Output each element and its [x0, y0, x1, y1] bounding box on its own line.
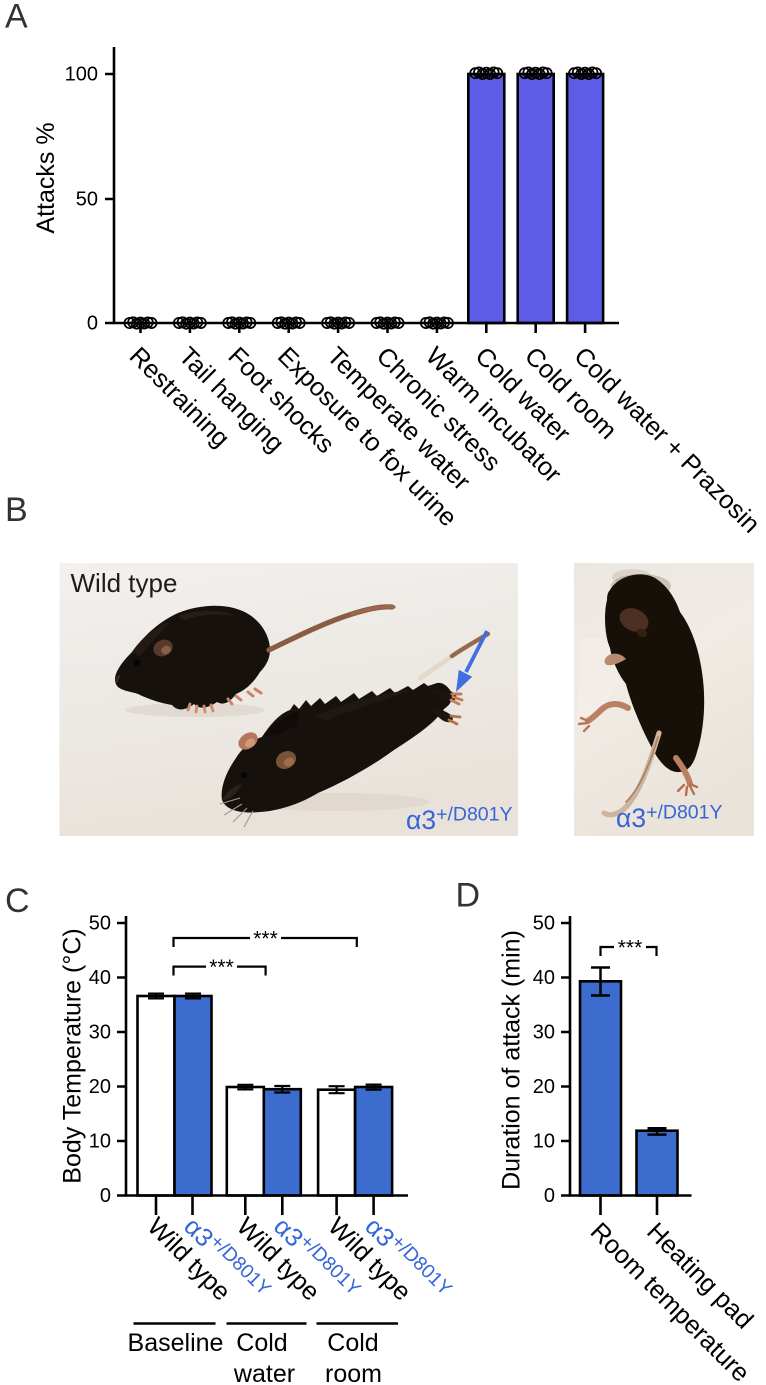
- svg-text:50: 50: [89, 912, 111, 934]
- svg-text:Baseline: Baseline: [128, 1329, 224, 1357]
- svg-text:0: 0: [544, 1185, 555, 1207]
- svg-text:30: 30: [89, 1021, 111, 1043]
- svg-text:Attacks %: Attacks %: [32, 122, 60, 233]
- svg-text:20: 20: [89, 1076, 111, 1098]
- svg-text:***: ***: [253, 928, 278, 951]
- svg-text:40: 40: [533, 967, 555, 989]
- svg-text:100: 100: [65, 64, 98, 86]
- svg-text:10: 10: [533, 1130, 555, 1152]
- svg-text:Wild type: Wild type: [71, 568, 178, 598]
- svg-text:10: 10: [89, 1130, 111, 1152]
- svg-text:D: D: [456, 877, 481, 915]
- svg-text:40: 40: [89, 967, 111, 989]
- svg-text:30: 30: [533, 1021, 555, 1043]
- svg-text:20: 20: [533, 1076, 555, 1098]
- svg-text:A: A: [5, 0, 28, 36]
- svg-text:0: 0: [100, 1185, 111, 1207]
- svg-text:Duration of attack (min): Duration of attack (min): [498, 930, 526, 1190]
- svg-text:***: ***: [209, 956, 234, 979]
- svg-text:Body Temperature (°C): Body Temperature (°C): [59, 928, 87, 1183]
- svg-text:***: ***: [618, 937, 643, 960]
- svg-text:room: room: [325, 1360, 382, 1385]
- svg-text:Cold: Cold: [236, 1329, 287, 1357]
- svg-text:50: 50: [76, 189, 98, 211]
- svg-text:Cold: Cold: [327, 1329, 378, 1357]
- svg-text:0: 0: [87, 313, 98, 335]
- svg-text:C: C: [5, 882, 30, 920]
- svg-text:50: 50: [533, 912, 555, 934]
- svg-text:water: water: [233, 1360, 295, 1385]
- svg-text:B: B: [5, 491, 28, 529]
